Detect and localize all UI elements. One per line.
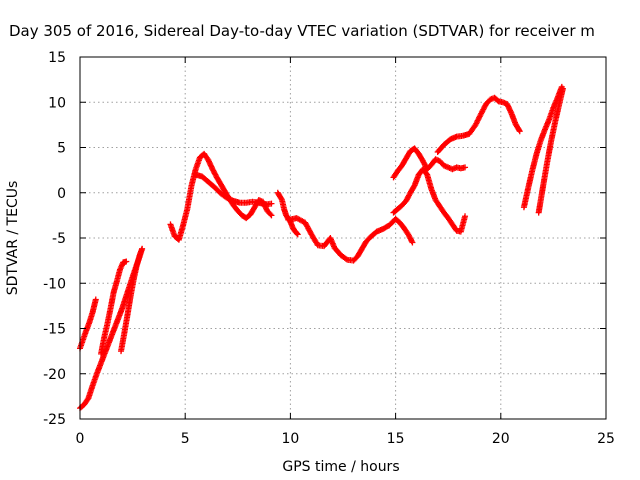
series-4 [118, 245, 146, 355]
series-11 [434, 94, 523, 156]
y-tick-label: 10 [48, 95, 66, 111]
series-3 [98, 258, 130, 357]
y-tick-label: 5 [57, 141, 66, 157]
chart-title: Day 305 of 2016, Sidereal Day-to-day VTE… [9, 22, 595, 40]
y-tick-label: -10 [43, 276, 66, 292]
data-point [409, 239, 416, 246]
data-point [516, 128, 523, 135]
y-tick-label: 0 [57, 186, 66, 202]
y-tick-label: -20 [43, 367, 66, 383]
data-point [293, 230, 300, 237]
y-tick-label: -15 [43, 322, 66, 338]
data-point [294, 231, 301, 238]
y-tick-label: 15 [48, 50, 66, 66]
y-tick-label: -5 [52, 231, 66, 247]
data-point [92, 296, 99, 303]
series-9 [390, 145, 469, 181]
axis-ticks: 0 5 10 15 20 25 -25 -20 -15 -10 -5 0 5 10 15 [43, 50, 615, 447]
data-point [84, 396, 91, 403]
series-2 [77, 296, 99, 352]
data-point [559, 85, 566, 92]
x-tick-label: 10 [281, 431, 299, 447]
data-series [77, 83, 566, 412]
data-point [268, 212, 275, 219]
data-point [278, 195, 285, 202]
data-point [267, 211, 274, 218]
series-7 [274, 189, 301, 238]
data-point [462, 213, 469, 220]
x-tick-label: 25 [597, 431, 615, 447]
grid-lines [80, 57, 606, 419]
x-tick-label: 5 [181, 431, 190, 447]
data-point [139, 245, 146, 252]
data-point [516, 127, 523, 134]
series-5 [167, 150, 275, 243]
y-axis-label: SDTVAR / TECUs [5, 181, 21, 296]
plot-frame [79, 56, 607, 420]
x-tick-label: 15 [387, 431, 405, 447]
series-8 [285, 215, 416, 264]
series-6 [192, 171, 275, 208]
series-13 [535, 85, 566, 216]
data-point [462, 164, 469, 171]
x-tick-label: 20 [492, 431, 510, 447]
x-tick-label: 0 [76, 431, 85, 447]
data-point [342, 255, 349, 262]
y-tick-label: -25 [43, 412, 66, 428]
series-10 [390, 166, 469, 235]
x-axis-label: GPS time / hours [282, 459, 399, 475]
data-point [268, 200, 275, 207]
data-point [123, 258, 130, 265]
